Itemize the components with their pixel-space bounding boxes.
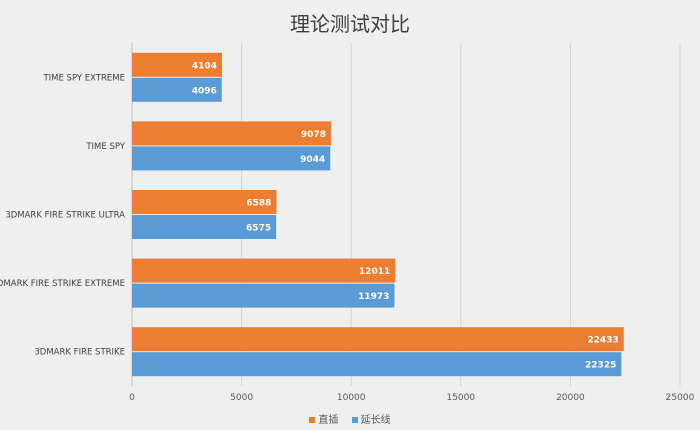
data-label: 4104	[192, 61, 217, 71]
data-label: 4096	[192, 86, 217, 96]
legend: 直插 延长线	[0, 411, 700, 426]
bar	[132, 146, 331, 171]
chart-title: 理论测试对比	[290, 12, 410, 36]
y-tick-label: 3DMARK FIRE STRIKE EXTREME	[0, 279, 125, 289]
legend-label: 延长线	[360, 415, 391, 426]
x-tick-label: 15000	[446, 393, 475, 403]
bar	[132, 190, 277, 214]
bar	[132, 352, 622, 377]
legend-item-series-1: 延长线	[351, 415, 391, 426]
x-tick-label: 5000	[230, 393, 253, 403]
y-tick-label: TIME SPY EXTREME	[42, 73, 125, 83]
x-tick-label: 20000	[556, 393, 585, 403]
data-label: 11973	[358, 292, 389, 302]
bar	[132, 327, 624, 352]
bar	[132, 77, 222, 102]
y-tick-label: TIME SPY	[85, 142, 125, 152]
data-label: 9044	[300, 155, 325, 165]
x-tick-label: 0	[129, 393, 135, 403]
data-label: 6588	[246, 199, 271, 209]
y-tick-label: 3DMARK FIRE STRIKE	[34, 348, 125, 358]
bar	[132, 258, 396, 283]
legend-swatch	[309, 417, 316, 423]
legend-item-series-0: 直插	[309, 415, 338, 426]
data-label: 12011	[359, 267, 390, 277]
data-label: 6575	[246, 224, 271, 234]
data-label: 22325	[585, 361, 616, 371]
bar	[132, 52, 222, 77]
bar	[132, 121, 331, 146]
x-tick-label: 10000	[337, 393, 366, 403]
x-tick-label: 25000	[666, 393, 695, 403]
bar	[132, 215, 277, 239]
data-label: 22433	[587, 336, 618, 346]
legend-swatch	[351, 417, 358, 423]
legend-label: 直插	[318, 415, 339, 426]
bar	[132, 283, 395, 308]
y-tick-label: 3DMARK FIRE STRIKE ULTRA	[5, 211, 125, 221]
data-label: 9078	[301, 130, 326, 140]
